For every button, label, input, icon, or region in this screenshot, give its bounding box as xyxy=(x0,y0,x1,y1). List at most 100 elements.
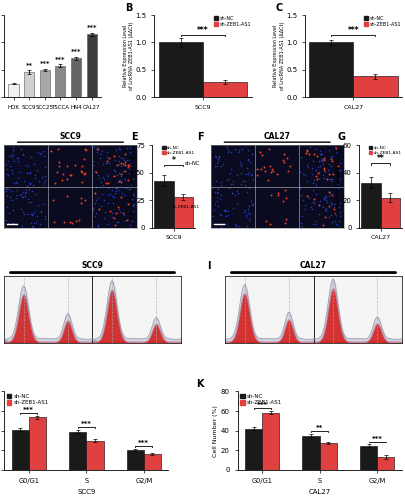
Point xyxy=(243,222,249,230)
Point xyxy=(117,170,124,178)
Point xyxy=(126,160,133,168)
Point xyxy=(296,168,303,176)
Point xyxy=(122,158,128,166)
Point xyxy=(213,188,220,196)
Point xyxy=(215,152,222,160)
Text: ***: *** xyxy=(70,50,81,56)
Point xyxy=(90,162,96,170)
Point xyxy=(224,208,230,216)
Point xyxy=(336,166,343,174)
Point xyxy=(27,179,33,187)
Point xyxy=(5,156,11,164)
Point xyxy=(315,150,322,158)
Point xyxy=(310,176,316,184)
Point xyxy=(330,210,337,218)
Point xyxy=(119,166,126,174)
Point xyxy=(245,156,251,164)
Point xyxy=(109,192,115,200)
Point xyxy=(111,189,117,197)
Point xyxy=(306,143,312,151)
Point xyxy=(123,184,129,192)
X-axis label: CAL27: CAL27 xyxy=(308,489,330,495)
Point xyxy=(242,213,248,221)
Point xyxy=(21,189,28,197)
Point xyxy=(322,196,328,203)
Point xyxy=(53,168,60,176)
Point xyxy=(334,184,340,192)
Point xyxy=(327,177,333,185)
Point xyxy=(56,158,62,166)
Point xyxy=(81,170,88,177)
Point xyxy=(126,165,133,173)
Point xyxy=(315,156,322,164)
Point xyxy=(241,178,248,186)
Point xyxy=(249,174,256,182)
Text: ***: *** xyxy=(39,62,50,68)
Point xyxy=(6,210,13,218)
Point xyxy=(4,165,10,173)
Point xyxy=(315,174,321,182)
Point xyxy=(42,163,48,171)
Point xyxy=(297,191,304,199)
Point xyxy=(104,179,111,187)
Point xyxy=(111,214,117,222)
Point xyxy=(209,212,216,220)
Point xyxy=(281,218,287,226)
Point xyxy=(96,206,102,214)
Point xyxy=(20,152,27,160)
Bar xyxy=(376,457,394,470)
Point xyxy=(115,169,122,177)
Point xyxy=(234,188,241,196)
Point xyxy=(103,148,110,156)
Point xyxy=(9,153,16,161)
Point xyxy=(9,196,15,204)
Point xyxy=(3,186,10,194)
Point xyxy=(323,198,329,205)
Point xyxy=(335,216,341,224)
Point xyxy=(317,150,323,158)
Point xyxy=(245,205,251,213)
Point xyxy=(232,144,238,152)
Point xyxy=(114,172,120,179)
Point xyxy=(120,210,127,218)
Point xyxy=(313,174,320,182)
Point xyxy=(309,186,315,194)
Point xyxy=(116,160,122,168)
Point xyxy=(115,218,122,226)
Bar xyxy=(69,432,86,470)
Point xyxy=(227,165,234,173)
Text: ***: *** xyxy=(197,26,208,35)
Point xyxy=(245,168,251,176)
Point xyxy=(97,202,104,210)
Point xyxy=(12,194,19,202)
Point xyxy=(128,181,134,189)
Point xyxy=(9,219,16,227)
Point xyxy=(243,188,249,196)
Point xyxy=(20,150,26,158)
Point xyxy=(17,168,23,175)
Point xyxy=(127,186,133,194)
Bar xyxy=(55,66,65,98)
Point xyxy=(232,222,239,230)
Point xyxy=(284,154,290,162)
Bar xyxy=(24,72,34,98)
Point xyxy=(217,162,223,170)
Point xyxy=(126,186,133,194)
Point xyxy=(324,192,331,200)
Point xyxy=(22,161,29,169)
Point xyxy=(125,160,131,168)
Point xyxy=(336,159,343,167)
Point xyxy=(245,184,252,192)
Point xyxy=(212,152,219,160)
Point xyxy=(122,150,128,158)
Point xyxy=(128,196,135,204)
Point xyxy=(125,184,132,192)
Point xyxy=(41,212,48,220)
Point xyxy=(68,218,75,226)
Text: CAL27: CAL27 xyxy=(299,261,326,270)
Point xyxy=(58,176,65,184)
Point xyxy=(217,178,224,186)
Point xyxy=(104,157,110,165)
Point xyxy=(313,169,320,177)
Point xyxy=(241,206,247,214)
